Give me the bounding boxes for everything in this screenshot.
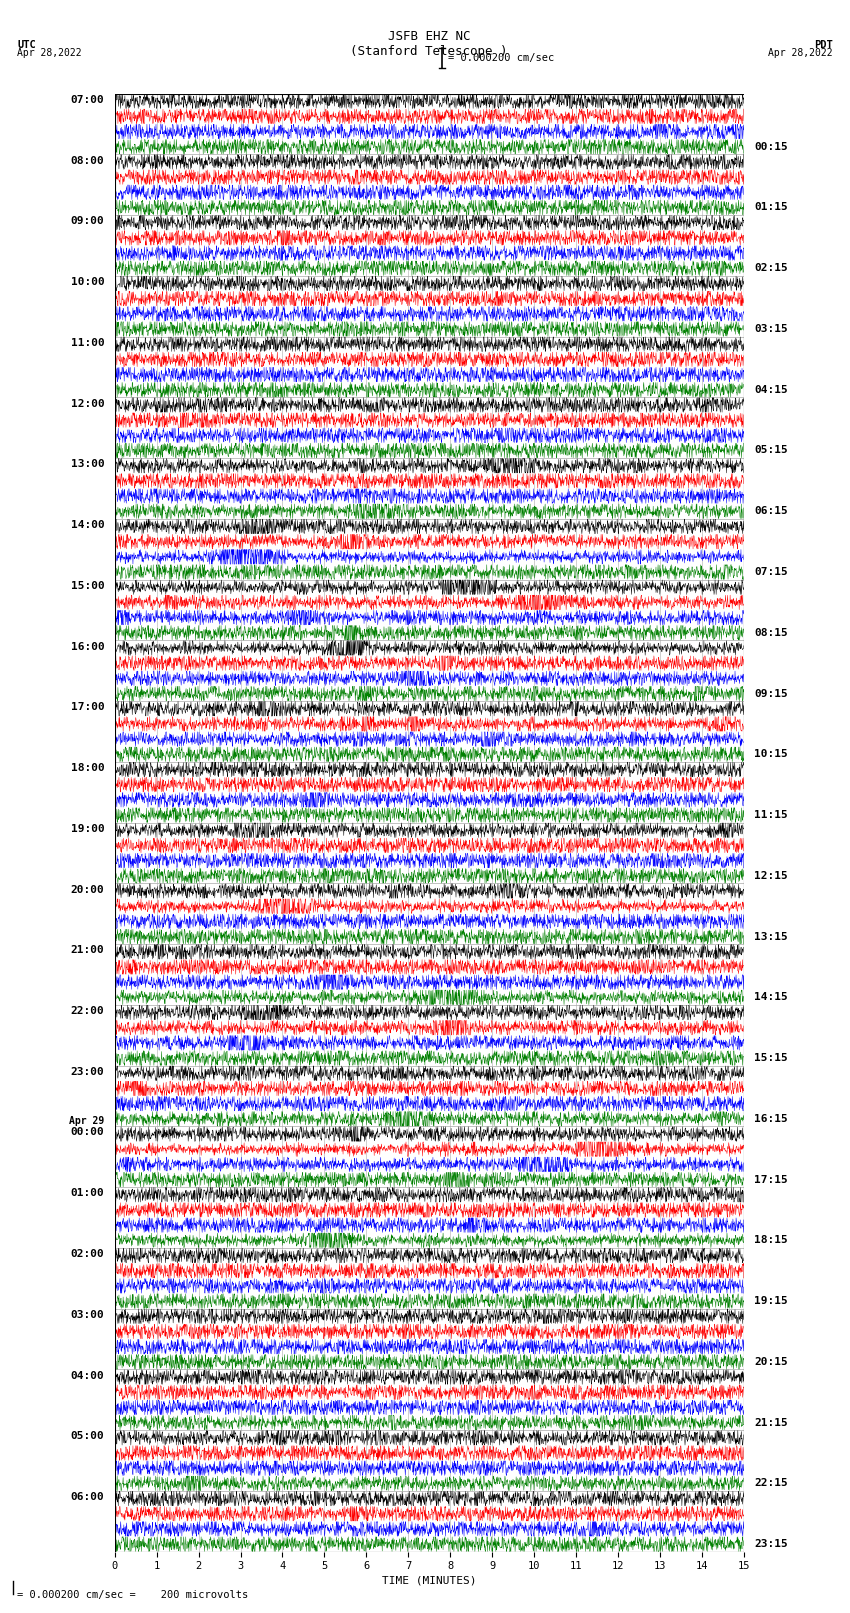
Text: = 0.000200 cm/sec: = 0.000200 cm/sec: [448, 53, 554, 63]
Text: 04:15: 04:15: [754, 386, 788, 395]
Text: 20:15: 20:15: [754, 1357, 788, 1366]
Text: 06:00: 06:00: [71, 1492, 105, 1502]
Text: 12:15: 12:15: [754, 871, 788, 881]
Text: 12:00: 12:00: [71, 398, 105, 408]
Text: 23:15: 23:15: [754, 1539, 788, 1548]
Text: = 0.000200 cm/sec =    200 microvolts: = 0.000200 cm/sec = 200 microvolts: [17, 1590, 248, 1600]
Text: 20:00: 20:00: [71, 884, 105, 895]
Text: 10:00: 10:00: [71, 277, 105, 287]
Text: 21:15: 21:15: [754, 1418, 788, 1428]
Title: JSFB EHZ NC
(Stanford Telescope ): JSFB EHZ NC (Stanford Telescope ): [350, 29, 508, 58]
Text: 22:00: 22:00: [71, 1007, 105, 1016]
Text: 05:15: 05:15: [754, 445, 788, 455]
Text: 21:00: 21:00: [71, 945, 105, 955]
Text: 18:00: 18:00: [71, 763, 105, 773]
Text: 04:00: 04:00: [71, 1371, 105, 1381]
Text: Apr 29: Apr 29: [69, 1116, 105, 1126]
Text: 02:15: 02:15: [754, 263, 788, 273]
Text: 00:00: 00:00: [71, 1127, 105, 1137]
Text: 22:15: 22:15: [754, 1479, 788, 1489]
Text: 15:00: 15:00: [71, 581, 105, 590]
Text: PDT: PDT: [814, 40, 833, 50]
Text: 09:00: 09:00: [71, 216, 105, 226]
Text: 19:15: 19:15: [754, 1297, 788, 1307]
Text: 17:15: 17:15: [754, 1174, 788, 1184]
Text: 14:00: 14:00: [71, 519, 105, 531]
Text: 03:15: 03:15: [754, 324, 788, 334]
Text: 07:15: 07:15: [754, 568, 788, 577]
Text: 23:00: 23:00: [71, 1066, 105, 1077]
Text: 05:00: 05:00: [71, 1431, 105, 1442]
X-axis label: TIME (MINUTES): TIME (MINUTES): [382, 1576, 477, 1586]
Text: 01:00: 01:00: [71, 1189, 105, 1198]
Text: 06:15: 06:15: [754, 506, 788, 516]
Text: 01:15: 01:15: [754, 203, 788, 213]
Text: Apr 28,2022: Apr 28,2022: [17, 48, 82, 58]
Text: 00:15: 00:15: [754, 142, 788, 152]
Text: 07:00: 07:00: [71, 95, 105, 105]
Text: UTC: UTC: [17, 40, 36, 50]
Text: 16:15: 16:15: [754, 1115, 788, 1124]
Text: 14:15: 14:15: [754, 992, 788, 1002]
Text: 08:15: 08:15: [754, 627, 788, 637]
Text: 10:15: 10:15: [754, 750, 788, 760]
Text: 08:00: 08:00: [71, 155, 105, 166]
Text: 17:00: 17:00: [71, 702, 105, 713]
Text: 11:15: 11:15: [754, 810, 788, 819]
Text: 19:00: 19:00: [71, 824, 105, 834]
Text: 18:15: 18:15: [754, 1236, 788, 1245]
Text: 02:00: 02:00: [71, 1248, 105, 1260]
Text: 16:00: 16:00: [71, 642, 105, 652]
Text: Apr 28,2022: Apr 28,2022: [768, 48, 833, 58]
Text: 13:15: 13:15: [754, 932, 788, 942]
Text: 09:15: 09:15: [754, 689, 788, 698]
Text: 11:00: 11:00: [71, 337, 105, 348]
Text: 15:15: 15:15: [754, 1053, 788, 1063]
Text: 13:00: 13:00: [71, 460, 105, 469]
Text: 03:00: 03:00: [71, 1310, 105, 1319]
